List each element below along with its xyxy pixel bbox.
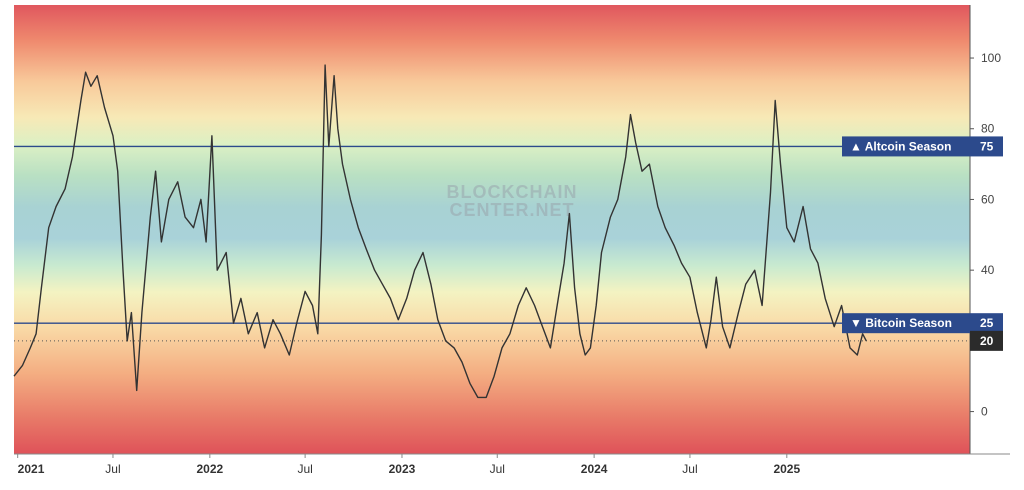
current-value-label: 20 — [980, 334, 994, 348]
badges: ▲ Altcoin Season 75 ▼ Bitcoin Season 25 20 — [842, 136, 1003, 351]
badge-value-box — [970, 313, 1003, 334]
y-tick-label: 80 — [981, 122, 995, 136]
plot-background — [14, 5, 970, 454]
y-tick-label: 0 — [981, 405, 988, 419]
x-tick-label: Jul — [490, 462, 505, 476]
altcoin-season-badge — [842, 136, 970, 157]
x-tick-label: 2023 — [389, 462, 416, 476]
x-tick-label: Jul — [682, 462, 697, 476]
badge-label: ▼ Bitcoin Season — [850, 316, 952, 330]
y-tick-label: 40 — [981, 263, 995, 277]
x-tick-label: 2021 — [18, 462, 45, 476]
badge-value: 75 — [980, 139, 994, 153]
x-tick-label: Jul — [297, 462, 312, 476]
watermark-text: BLOCKCHAIN — [447, 182, 578, 202]
watermark-text: CENTER.NET — [449, 200, 574, 220]
badge-label: ▲ Altcoin Season — [850, 139, 951, 153]
reference-lines — [14, 145, 970, 342]
y-tick-label: 100 — [981, 51, 1001, 65]
altcoin-index-line — [13, 64, 867, 399]
series-layer — [13, 64, 867, 399]
badge-value: 25 — [980, 316, 994, 330]
y-axis: 0 20 40 60 80 100 — [970, 51, 1001, 419]
x-tick-label: Jul — [105, 462, 120, 476]
y-tick-label: 60 — [981, 192, 995, 206]
x-tick-label: 2025 — [773, 462, 800, 476]
current-value-box — [970, 330, 1003, 351]
x-tick-label: 2022 — [196, 462, 223, 476]
bitcoin-season-badge — [842, 313, 970, 334]
x-axis: 2021 Jul 2022 Jul 2023 Jul 2024 Jul 2025 — [17, 454, 800, 476]
x-tick-label: 2024 — [581, 462, 608, 476]
badge-value-box — [970, 136, 1003, 157]
